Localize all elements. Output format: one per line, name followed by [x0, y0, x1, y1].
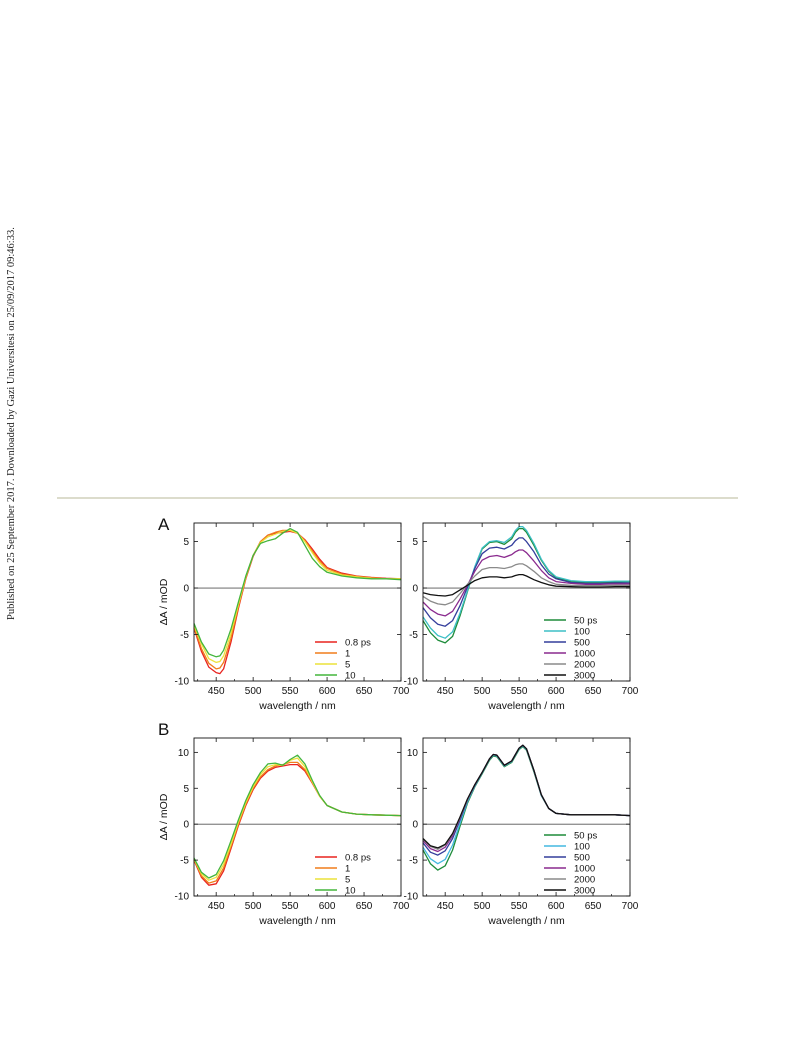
legend-label-b-right-5: 3000: [574, 886, 595, 897]
series-line-b-right-5: [422, 744, 631, 849]
x-axis-label-b-right: wavelength / nm: [487, 915, 565, 927]
y-tick-label-a-left-0: 0: [183, 584, 189, 595]
y-tick-label-a-left--5: -5: [180, 630, 189, 641]
legend-label-b-right-2: 500: [574, 853, 590, 864]
x-tick-label-b-right-700: 700: [622, 901, 639, 912]
y-tick-label-b-left-10: 10: [178, 748, 190, 759]
series-line-a-right-0: [422, 527, 631, 644]
x-tick-label-b-right-600: 600: [548, 901, 565, 912]
legend-label-a-right-4: 2000: [574, 660, 595, 671]
plot-frame-a-left: [193, 522, 402, 682]
side-note-text: Published on 25 September 2017. Download…: [6, 227, 17, 620]
x-tick-label-a-right-600: 600: [548, 686, 565, 697]
x-tick-label-b-left-450: 450: [208, 901, 225, 912]
series-line-b-left-0: [193, 763, 402, 886]
x-tick-label-a-right-550: 550: [511, 686, 528, 697]
x-tick-label-a-left-450: 450: [208, 686, 225, 697]
series-line-b-right-0: [422, 745, 631, 871]
series-line-a-left-0: [193, 530, 402, 675]
y-tick-label-b-left--10: -10: [175, 892, 190, 903]
x-tick-label-b-left-700: 700: [393, 901, 410, 912]
series-line-a-right-5: [422, 573, 630, 597]
legend-label-a-left-0: 0.8 ps: [345, 638, 371, 649]
y-tick-label-a-right--5: -5: [409, 630, 418, 641]
plot-frame-b-right: [422, 737, 631, 897]
figure: A 450 500 550 600 650 700 -10 -5 0 5 wavelength / n…: [140, 505, 640, 950]
x-tick-label-b-right-500: 500: [474, 901, 491, 912]
x-tick-label-a-left-500: 500: [245, 686, 262, 697]
legend-label-a-right-5: 3000: [574, 671, 595, 682]
y-tick-label-b-left--5: -5: [180, 856, 189, 867]
y-tick-label-b-right--10: -10: [404, 892, 419, 903]
y-tick-label-b-right-10: 10: [407, 748, 419, 759]
legend-label-b-left-3: 10: [345, 886, 356, 897]
x-tick-label-a-left-600: 600: [319, 686, 336, 697]
x-tick-label-b-left-500: 500: [245, 901, 262, 912]
y-tick-label-b-right-5: 5: [412, 784, 418, 795]
y-tick-label-b-right--5: -5: [409, 856, 418, 867]
x-tick-label-b-right-650: 650: [585, 901, 602, 912]
y-tick-label-b-right-0: 0: [412, 820, 418, 831]
y-tick-label-a-left--10: -10: [175, 677, 190, 688]
x-tick-label-a-left-550: 550: [282, 686, 299, 697]
legend-label-b-right-4: 2000: [574, 875, 595, 886]
legend-label-b-right-1: 100: [574, 842, 590, 853]
y-axis-label-b-left: ΔA / mOD: [158, 793, 170, 840]
y-tick-label-a-right-5: 5: [412, 537, 418, 548]
x-tick-label-b-left-600: 600: [319, 901, 336, 912]
series-line-b-left-3: [193, 754, 402, 879]
panel-label-b-left: B: [158, 720, 169, 739]
series-line-a-left-1: [193, 529, 401, 670]
legend-label-a-right-3: 1000: [574, 649, 595, 660]
x-tick-label-a-left-700: 700: [393, 686, 410, 697]
x-tick-label-a-left-650: 650: [356, 686, 373, 697]
y-tick-label-b-left-5: 5: [183, 784, 189, 795]
x-tick-label-b-right-550: 550: [511, 901, 528, 912]
series-line-b-left-1: [193, 761, 402, 884]
series-line-a-left-2: [193, 529, 401, 664]
legend-label-a-right-0: 50 ps: [574, 616, 597, 627]
section-divider: [57, 497, 738, 499]
x-tick-label-a-right-700: 700: [622, 686, 639, 697]
x-tick-label-a-right-450: 450: [437, 686, 454, 697]
x-axis-label-a-left: wavelength / nm: [258, 700, 336, 712]
x-tick-label-b-right-450: 450: [437, 901, 454, 912]
legend-label-b-right-3: 1000: [574, 864, 595, 875]
panel-label-a-left: A: [158, 515, 170, 534]
y-tick-label-b-left-0: 0: [183, 820, 189, 831]
y-tick-label-a-left-5: 5: [183, 537, 189, 548]
y-tick-label-a-right-0: 0: [412, 584, 418, 595]
x-tick-label-a-right-500: 500: [474, 686, 491, 697]
legend-label-a-right-2: 500: [574, 638, 590, 649]
x-tick-label-b-left-550: 550: [282, 901, 299, 912]
y-axis-label-a-left: ΔA / mOD: [158, 578, 170, 625]
series-line-a-right-4: [422, 563, 630, 606]
legend-label-a-right-1: 100: [574, 627, 590, 638]
legend-label-b-left-2: 5: [345, 875, 350, 886]
legend-label-b-left-0: 0.8 ps: [345, 853, 371, 864]
series-line-a-right-2: [422, 537, 630, 627]
legend-label-a-left-2: 5: [345, 660, 350, 671]
legend-label-b-right-0: 50 ps: [574, 831, 597, 842]
legend-label-a-left-1: 1: [345, 649, 350, 660]
x-axis-label-a-right: wavelength / nm: [487, 700, 565, 712]
side-note: Published on 25 September 2017. Download…: [6, 227, 20, 1020]
series-line-a-right-1: [422, 526, 630, 639]
plot-frame-b-left: [193, 737, 402, 897]
series-line-a-left-3: [193, 527, 402, 658]
series-line-a-right-3: [422, 549, 630, 617]
x-tick-label-b-left-650: 650: [356, 901, 373, 912]
legend-label-b-left-1: 1: [345, 864, 350, 875]
y-tick-label-a-right--10: -10: [404, 677, 419, 688]
x-tick-label-a-right-650: 650: [585, 686, 602, 697]
legend-label-a-left-3: 10: [345, 671, 356, 682]
x-axis-label-b-left: wavelength / nm: [258, 915, 336, 927]
series-line-b-right-2: [422, 744, 631, 856]
plot-frame-a-right: [422, 522, 631, 682]
